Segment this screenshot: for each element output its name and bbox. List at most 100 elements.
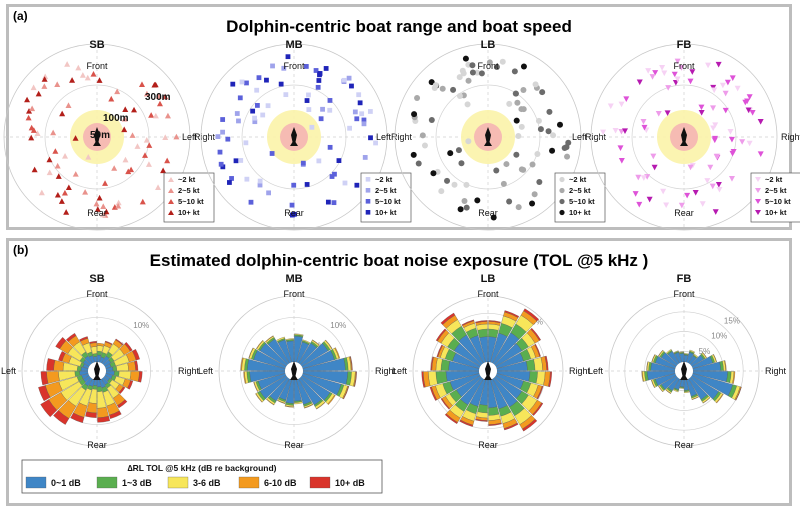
data-point [512,90,519,97]
data-point [511,68,518,75]
plot-title: FB [677,273,692,285]
data-point [285,54,291,60]
data-point [42,73,49,80]
direction-right: Right [194,132,216,142]
data-point [687,164,694,171]
rose-segment [302,339,311,344]
rose-segment [97,351,103,356]
rose-bars [421,308,552,432]
data-point [515,204,522,211]
data-point [632,191,639,197]
data-point [155,184,162,190]
direction-rear: Rear [87,440,107,450]
dolphin-icon [93,361,101,380]
rose-segment [277,399,286,404]
direction-left: Left [182,132,198,142]
dolphin-icon [93,127,101,146]
data-point [143,90,150,97]
data-point [260,112,266,118]
data-point [342,180,348,186]
data-point [84,74,91,81]
data-point [618,128,625,135]
rose-segment [53,360,65,371]
rose-segment [488,328,499,338]
rose-segment [40,371,49,386]
data-point [108,95,115,102]
data-point [513,117,520,124]
data-point [54,81,61,87]
rose-ring [69,343,125,399]
scatter-points [410,55,572,221]
rose-ring-outer [21,295,173,447]
data-point [607,103,614,110]
data-point [532,81,539,88]
direction-front: Front [283,61,305,71]
data-point [270,63,275,69]
data-point [96,194,103,201]
rose-segment [294,401,303,405]
legend-label: ~2 kt [375,175,393,184]
data-point [534,150,541,157]
data-point [689,69,696,75]
data-point [600,129,607,136]
data-point [722,107,729,114]
speed-legend: ~2 kt 2~5 kt 5~10 kt 10+ kt [750,172,800,223]
data-point [513,151,520,158]
data-point [665,85,672,91]
data-point [745,107,752,114]
rose-segment [691,396,699,400]
data-point [444,177,451,184]
speed-legend: ~2 kt 2~5 kt 5~10 kt 10+ kt [360,172,412,223]
data-point [264,77,269,83]
rose-segment [641,371,644,382]
data-point [709,183,716,190]
rose-segment [316,402,326,410]
data-point [535,117,542,124]
data-point [684,192,691,199]
rose-segment [327,394,336,405]
data-point [549,147,556,154]
scatter-points [215,54,378,218]
data-point [278,81,284,87]
rose-segment [97,416,110,423]
rose-segment [134,360,139,371]
data-point [710,105,717,111]
data-point [439,85,446,92]
data-point [82,189,89,195]
direction-rear: Rear [674,440,694,450]
data-point [331,200,337,206]
data-point [313,68,319,73]
data-point [635,174,642,181]
data-point [515,133,522,140]
data-point [539,89,546,96]
data-point [90,71,97,77]
rose-segment [503,422,519,431]
rose-segment [477,328,488,338]
rose-segment [109,410,122,419]
direction-rear: Rear [284,440,304,450]
rose-segment [716,393,724,404]
data-point [55,173,62,179]
direction-front: Front [86,61,108,71]
data-point [229,176,234,181]
data-point [151,81,158,88]
data-point [234,111,240,116]
data-point [327,107,333,113]
data-point [450,86,457,93]
data-point [728,136,735,143]
data-point [215,134,221,139]
rose-segment [435,371,448,385]
data-point [230,81,236,87]
rose-segment [240,357,244,371]
dolphin-icon [484,127,492,146]
data-point [100,203,107,209]
data-point [155,93,162,99]
rose-segment [343,386,350,400]
rose-segment [544,355,549,371]
rose-segment [40,399,58,418]
data-point [622,128,629,134]
data-point [52,148,59,154]
rose-segment [665,389,671,394]
legend-marker [365,199,371,204]
data-point [704,178,711,184]
